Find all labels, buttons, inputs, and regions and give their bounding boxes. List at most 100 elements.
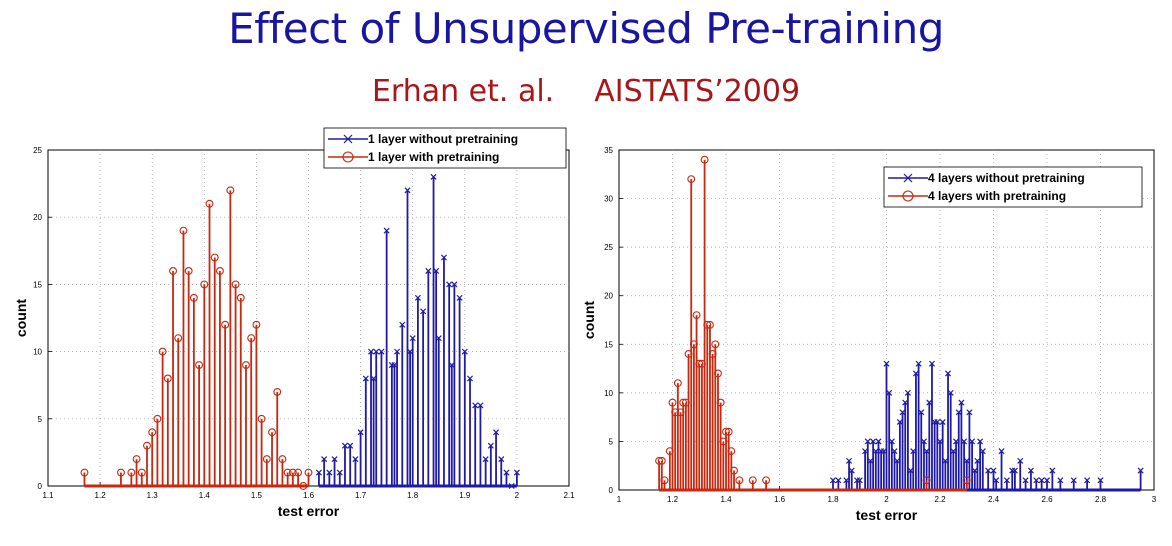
- chart1-stem-marker: [236, 293, 245, 302]
- chart1-stem-marker: [163, 374, 172, 383]
- chart2-stem-marker: [687, 175, 696, 184]
- chart1-stem-marker: [321, 456, 328, 463]
- chart2-stem-marker: [1057, 477, 1064, 484]
- chart1-y-tick-label: 25: [33, 146, 42, 155]
- chart1-stem-marker: [425, 267, 432, 274]
- chart2-stem-marker: [904, 389, 911, 396]
- chart2-y-tick-label: 20: [604, 292, 613, 301]
- chart1-stem-marker: [409, 335, 416, 342]
- chart2-legend-box: [883, 166, 1143, 208]
- chart2-stem-marker: [1084, 477, 1091, 484]
- chart2-stem-marker: [762, 476, 771, 485]
- chart1-y-axis-label: count: [13, 299, 29, 337]
- chart1-y-tick-label: 15: [33, 280, 42, 289]
- chart2-stem-marker: [915, 360, 922, 367]
- chart2-x-tick-label: 2.8: [1095, 495, 1107, 504]
- chart2-stem-marker: [947, 389, 954, 396]
- chart2-stem-marker: [843, 477, 850, 484]
- chart1-stem-marker: [362, 375, 369, 382]
- chart2-stem-marker: [714, 369, 722, 378]
- chart2-stem-marker: [716, 398, 725, 407]
- chart1-x-axis-label: test error: [278, 503, 340, 519]
- chart1-stem-marker: [169, 267, 177, 275]
- chart2-stem-marker: [668, 398, 677, 407]
- chart2-y-tick-label: 30: [604, 195, 613, 204]
- chart1-stem-marker: [210, 253, 219, 262]
- chart2-y-tick-label: 35: [604, 146, 613, 155]
- chart1-stem-marker: [179, 226, 188, 235]
- chart2-stem-marker: [1022, 477, 1029, 484]
- chart2-stem-marker: [711, 340, 720, 349]
- chart1-y-tick-label: 20: [33, 213, 42, 222]
- chart1-stem-marker: [257, 414, 266, 423]
- chart1-stem-marker: [472, 402, 479, 409]
- chart1-series-without-pretraining: [315, 173, 520, 490]
- chart1-stem-marker: [231, 280, 240, 289]
- chart2-stem-marker: [886, 389, 893, 396]
- chart2-stem-marker: [660, 476, 669, 485]
- chart2-y-tick-label: 0: [609, 486, 614, 495]
- chart1-x-tick-label: 1.8: [407, 491, 419, 500]
- chart1-stem-marker: [283, 468, 292, 477]
- chart2-stem-marker: [1038, 477, 1045, 484]
- chart1-stem-marker: [493, 429, 500, 436]
- chart1-x-tick-label: 1.3: [147, 491, 159, 500]
- chart2-stem-marker: [922, 476, 931, 485]
- chart2-stem-marker: [657, 456, 666, 465]
- chart2-stem-marker: [912, 370, 919, 377]
- chart2-stem-marker: [1011, 467, 1018, 474]
- chart2-x-tick-label: 1.2: [667, 495, 679, 504]
- chart1-stem-marker: [288, 468, 297, 477]
- chart1-legend-box: [323, 127, 567, 169]
- chart1-stem-marker: [127, 468, 136, 477]
- chart2-stem-marker: [872, 448, 879, 455]
- chart2-stem-marker: [1097, 477, 1104, 484]
- chart2-stem-marker: [950, 448, 957, 455]
- chart1-stem-marker: [341, 442, 348, 449]
- chart1-legend-label: 1 layer with pretraining: [368, 150, 499, 164]
- citation-authors: Erhan et. al.: [371, 74, 555, 109]
- chart2-stem-marker: [920, 438, 927, 445]
- chart1-stem-marker: [189, 293, 198, 302]
- chart2-x-tick-label: 2.2: [934, 495, 946, 504]
- chart1-stem-marker: [461, 348, 468, 355]
- chart2-x-axis-label: test error: [856, 507, 918, 523]
- chart2-y-tick-label: 15: [604, 340, 613, 349]
- chart1-x-tick-label: 1.5: [251, 491, 263, 500]
- chart2-stem-marker: [848, 467, 855, 474]
- chart2-stem-marker: [955, 409, 962, 416]
- chart2-stem-marker: [856, 477, 863, 484]
- chart1-stem-marker: [116, 468, 125, 477]
- chart2-stem-marker: [870, 438, 877, 445]
- chart2-stem-marker: [985, 467, 992, 474]
- chart2-series-with-pretraining: [655, 155, 971, 492]
- chart1-stem-marker: [399, 321, 406, 328]
- chart1-y-tick-label: 0: [38, 482, 43, 491]
- chart2-stem-marker: [888, 438, 895, 445]
- chart1-stem-marker: [221, 320, 230, 329]
- chart1-legend-label: 1 layer without pretraining: [368, 132, 518, 146]
- chart1-stem-marker: [299, 482, 308, 490]
- chart2-stem-marker: [962, 476, 971, 485]
- chart1-x-tick-label: 1.7: [355, 491, 367, 500]
- chart1-stem-marker: [456, 294, 463, 301]
- chart1-stem-marker: [195, 361, 204, 369]
- chart2-x-tick-label: 2.6: [1041, 495, 1053, 504]
- chart2-stem-marker: [735, 476, 744, 485]
- chart2-stem-marker: [748, 476, 757, 485]
- chart1-stem-marker: [383, 227, 390, 234]
- chart2-x-tick-label: 2.4: [988, 495, 1000, 504]
- chart1-stem-marker: [466, 375, 474, 382]
- chart2-stem-marker: [896, 418, 903, 426]
- chart2-stem-marker: [926, 399, 933, 406]
- chart1-stem-marker: [153, 414, 162, 423]
- chart1-stem-marker: [132, 455, 141, 464]
- chart1-x-tick-label: 2: [515, 491, 520, 500]
- chart2-legend-label: 4 layers without pretraining: [928, 171, 1085, 185]
- chart1-legend-marker: [343, 134, 353, 144]
- chart1-stem-marker: [80, 468, 89, 477]
- chart1-stem-marker: [433, 267, 440, 274]
- chart2-stem-marker: [899, 409, 906, 416]
- chart2-stem-marker: [724, 427, 733, 436]
- chart1-stem-marker: [435, 335, 442, 342]
